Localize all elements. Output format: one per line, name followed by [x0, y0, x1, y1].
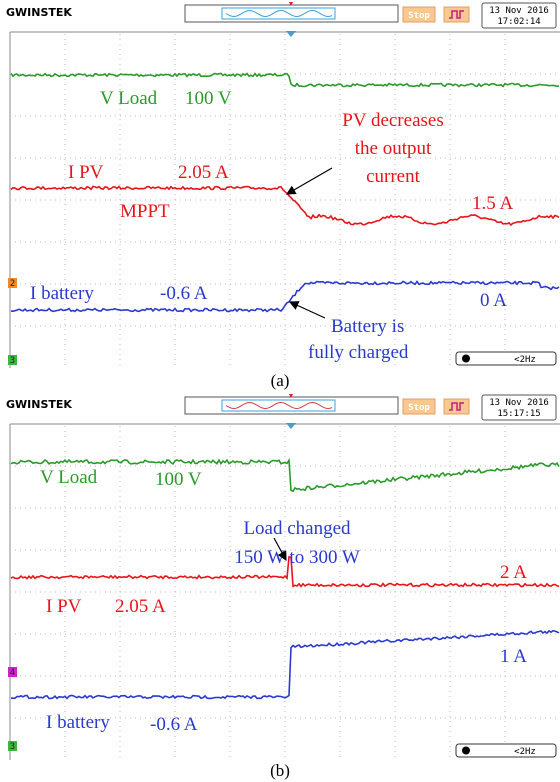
annotation: 0 A [480, 290, 507, 311]
annotation: Battery is [331, 316, 404, 337]
annotation: -0.6 A [160, 283, 208, 304]
channel-label: 4 [10, 668, 15, 678]
freq-box [455, 743, 557, 758]
annotation: I battery [46, 712, 110, 733]
trace [10, 457, 560, 493]
arrow [273, 537, 287, 562]
channel-marker [8, 278, 17, 288]
annotation: 1 A [500, 646, 527, 667]
stop-button [402, 398, 436, 415]
timeline-wave [225, 10, 333, 18]
annotation: 2.05 A [178, 162, 229, 183]
trigger-marker [289, 394, 293, 398]
arrow [288, 301, 326, 319]
trigger-glyph [449, 402, 464, 411]
arrow [285, 167, 333, 195]
annotation: fully charged [308, 342, 409, 363]
annotation: 100 V [155, 469, 202, 490]
trigger-marker [289, 2, 293, 6]
annotation: Load changed [243, 518, 351, 539]
annotation: I PV [68, 162, 104, 183]
channel-marker [8, 355, 17, 365]
annotation: I battery [30, 283, 94, 304]
caption: (b) [270, 761, 290, 780]
time: 15:17:15 [497, 409, 540, 419]
annotation: I PV [46, 596, 82, 617]
timeline-window [221, 7, 336, 20]
freq-icon [462, 746, 470, 755]
trace [10, 185, 560, 227]
annotation: -0.6 A [150, 714, 198, 735]
annotation: PV decreases [342, 110, 443, 131]
annotation: 1.5 A [472, 193, 513, 214]
date-box [481, 394, 557, 421]
date: 13 Nov 2016 [489, 6, 549, 16]
timeline-wave [225, 402, 333, 410]
timeline-window [221, 399, 336, 412]
annotation: 100 V [185, 88, 232, 109]
annotation: V Load [40, 467, 98, 488]
caption: (a) [271, 371, 290, 390]
channel-marker [8, 741, 17, 751]
trace [10, 72, 560, 88]
channel-label: 3 [10, 356, 15, 366]
annotation: 2 A [500, 562, 527, 583]
channel-label: 2 [10, 279, 15, 289]
freq-icon [462, 354, 470, 363]
freq: <2Hz [514, 747, 536, 757]
time: 17:02:14 [497, 17, 540, 27]
channel-label: 3 [10, 742, 15, 752]
annotation: 2.05 A [115, 596, 166, 617]
annotation: the output [355, 138, 432, 159]
stop-label: Stop [408, 403, 430, 413]
freq: <2Hz [514, 355, 536, 365]
stop-button [402, 6, 436, 23]
trace [10, 629, 560, 700]
date: 13 Nov 2016 [489, 398, 549, 408]
logo: GWINSTEK [6, 398, 72, 411]
annotation: 150 W to 300 W [234, 547, 360, 568]
channel-marker [8, 667, 17, 677]
freq-box [455, 351, 557, 366]
trace [10, 280, 560, 313]
trace [10, 556, 560, 588]
logo: GWINSTEK [6, 6, 72, 19]
annotation: current [366, 166, 421, 187]
annotation: V Load [100, 88, 158, 109]
annotation: MPPT [120, 201, 170, 222]
trigger-glyph [449, 10, 464, 19]
stop-label: Stop [408, 11, 430, 21]
date-box [481, 2, 557, 29]
